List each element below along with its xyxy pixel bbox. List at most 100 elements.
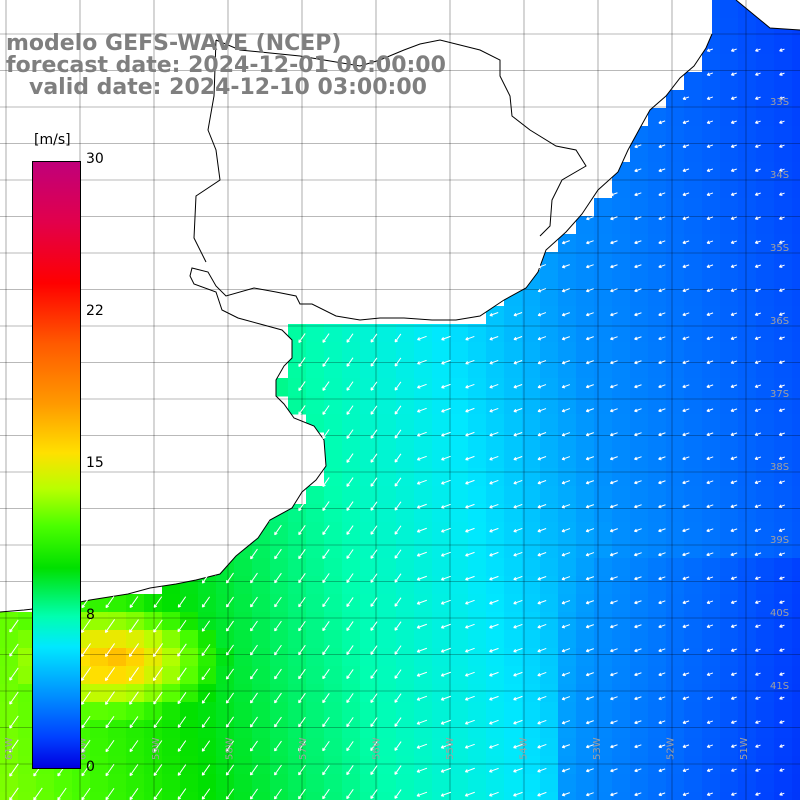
speed-cell	[108, 630, 127, 649]
speed-cell	[594, 666, 613, 685]
wind-arrow	[779, 96, 785, 100]
wind-arrow	[225, 620, 234, 632]
speed-cell	[108, 648, 127, 667]
speed-cell	[486, 774, 505, 793]
speed-cell	[666, 288, 685, 307]
speed-cell	[234, 576, 253, 595]
speed-cell	[342, 342, 361, 361]
speed-cell	[360, 378, 379, 397]
wind-arrow	[346, 597, 354, 607]
speed-cell	[558, 270, 577, 289]
speed-cell	[198, 612, 217, 631]
speed-cell	[540, 756, 559, 775]
speed-cell	[342, 756, 361, 775]
wind-arrow	[298, 596, 306, 608]
speed-cell	[396, 342, 415, 361]
speed-cell	[36, 792, 55, 800]
wind-arrow	[634, 384, 642, 389]
wind-arrow	[682, 648, 690, 653]
wind-arrow	[754, 456, 762, 461]
speed-cell	[0, 666, 19, 685]
speed-cell	[594, 540, 613, 559]
speed-cell	[324, 666, 343, 685]
speed-cell	[648, 648, 667, 667]
speed-cell	[450, 522, 469, 541]
wind-arrow	[249, 668, 258, 680]
wind-arrow	[754, 312, 761, 316]
wind-arrow	[370, 645, 378, 655]
speed-cell	[738, 756, 757, 775]
wind-arrow	[658, 384, 666, 389]
wind-arrow	[561, 672, 571, 677]
wind-arrow	[464, 719, 475, 725]
speed-cell	[522, 378, 541, 397]
speed-cell	[234, 756, 253, 775]
wind-arrow	[370, 717, 378, 727]
speed-cell	[756, 180, 775, 199]
speed-cell	[342, 792, 361, 800]
speed-cell	[594, 774, 613, 793]
speed-cell	[414, 774, 433, 793]
speed-cell	[594, 648, 613, 667]
speed-cell	[576, 450, 595, 469]
lon-label: 55W	[445, 737, 456, 760]
wind-arrow	[298, 501, 306, 512]
speed-cell	[378, 360, 397, 379]
speed-cell	[522, 324, 541, 343]
wind-arrow	[561, 552, 571, 557]
wind-arrow	[298, 668, 306, 680]
wind-arrow	[370, 789, 378, 800]
speed-cell	[108, 684, 127, 703]
speed-cell	[468, 702, 487, 721]
speed-cell	[558, 756, 577, 775]
speed-cell	[90, 648, 109, 667]
wind-arrow	[634, 720, 642, 725]
speed-cell	[468, 630, 487, 649]
wind-arrow	[81, 739, 91, 753]
speed-cell	[396, 666, 415, 685]
wind-arrow	[779, 576, 785, 580]
wind-arrow	[561, 720, 571, 725]
speed-cell	[756, 216, 775, 235]
speed-cell	[468, 558, 487, 577]
speed-cell	[558, 288, 577, 307]
speed-cell	[486, 684, 505, 703]
speed-cell	[594, 270, 613, 289]
speed-cell	[522, 576, 541, 595]
speed-cell	[558, 612, 577, 631]
speed-cell	[648, 360, 667, 379]
wind-arrow	[609, 576, 618, 581]
speed-cell	[792, 378, 800, 397]
speed-cell	[576, 360, 595, 379]
speed-cell	[198, 702, 217, 721]
wind-arrow	[706, 648, 714, 653]
speed-cell	[540, 450, 559, 469]
speed-cell	[684, 468, 703, 487]
speed-cell	[522, 594, 541, 613]
speed-cell	[594, 630, 613, 649]
wind-arrow	[322, 549, 330, 560]
wind-arrow	[682, 456, 690, 461]
wind-arrow	[489, 503, 499, 509]
wind-arrow	[779, 240, 785, 244]
wind-arrow	[609, 528, 618, 533]
speed-cell	[162, 684, 181, 703]
speed-cell	[756, 144, 775, 163]
speed-cell	[792, 720, 800, 739]
speed-cell	[612, 612, 631, 631]
speed-cell	[558, 504, 577, 523]
wind-arrow	[730, 528, 738, 533]
speed-cell	[0, 774, 19, 793]
speed-cell	[630, 666, 649, 685]
speed-cell	[756, 540, 775, 559]
wind-arrow	[706, 384, 714, 389]
wind-arrow	[441, 431, 451, 437]
speed-cell	[576, 702, 595, 721]
speed-cell	[342, 540, 361, 559]
wind-arrow	[201, 620, 211, 632]
wind-arrow	[706, 480, 714, 485]
wind-arrow	[153, 788, 163, 800]
speed-cell	[558, 666, 577, 685]
wind-arrow	[778, 312, 785, 316]
wind-arrow	[322, 405, 330, 415]
